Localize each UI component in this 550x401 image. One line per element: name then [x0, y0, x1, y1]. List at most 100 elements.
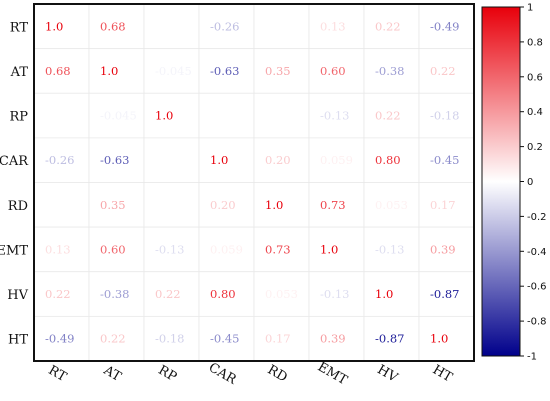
cell-value-car-hv: 0.80	[375, 153, 401, 167]
cell-value-emt-hv: -0.13	[375, 242, 405, 256]
column-labels: RT AT RP CAR RD EMT HV HT	[46, 360, 455, 389]
heatmap-cell-rt-at	[88, 3, 145, 50]
heatmap-cell-car-hv	[363, 137, 420, 183]
heatmap-cell-hv-hv	[363, 271, 420, 317]
heatmap-cell-emt-hv	[363, 226, 420, 273]
cell-value-rt-ht: -0.49	[430, 19, 460, 33]
cell-value-rt-rt: 1.0	[45, 19, 63, 33]
cell-value-car-ht: -0.45	[430, 153, 460, 167]
colorbar-tick-label: 1	[527, 3, 533, 14]
cell-value-ht-at: 0.22	[100, 332, 126, 346]
row-label-emt: EMT	[0, 243, 28, 258]
heatmap-cell-rd-car	[198, 182, 255, 228]
column-label-rd: RD	[265, 362, 290, 385]
cell-value-hv-rp: 0.22	[155, 287, 181, 301]
cell-value-hv-ht: -0.87	[430, 287, 460, 301]
row-labels: RT AT RP CAR RD EMT HV HT	[0, 20, 29, 347]
row-label-rd: RD	[8, 199, 28, 214]
colorbar-tick-label: 0.4	[527, 107, 543, 118]
colorbar-tick-label: -0.6	[527, 282, 547, 293]
heatmap-cell-rp-hv	[363, 92, 420, 139]
heatmap-cell-ht-rt	[33, 315, 90, 362]
cell-value-rp-rp: 1.0	[155, 109, 173, 123]
cell-value-rd-at: 0.35	[100, 198, 126, 212]
row-label-hv: HV	[7, 288, 28, 303]
heatmap-cell-rd-hv	[363, 182, 420, 228]
cell-value-hv-hv: 1.0	[375, 287, 393, 301]
heatmap-cell-ht-ht	[418, 315, 475, 362]
cell-value-rd-ht: 0.17	[430, 198, 456, 212]
heatmap-cell-at-car	[198, 48, 255, 94]
heatmap-cell-car-rt	[33, 137, 90, 183]
heatmap-cell-hv-rd	[253, 271, 310, 317]
heatmap-cell-rd-rt	[33, 182, 90, 228]
colorbar-tick-label: 0	[527, 177, 533, 188]
cell-value-rp-at: -0.045	[100, 109, 137, 123]
heatmap-cell-rp-rt	[33, 92, 90, 139]
colorbar-tick-label: 0.8	[527, 37, 543, 48]
cell-value-at-rp: -0.045	[155, 64, 192, 78]
heatmap-cell-hv-ht	[418, 271, 475, 317]
colorbar-tick-label: -0.2	[527, 212, 547, 223]
heatmap-cell-car-at	[88, 137, 145, 183]
cell-value-ht-hv: -0.87	[375, 332, 405, 346]
row-label-rp: RP	[9, 110, 28, 125]
cell-value-car-car: 1.0	[210, 153, 228, 167]
cell-value-rt-emt: 0.13	[320, 19, 346, 33]
heatmap-cell-at-at	[88, 48, 145, 94]
cell-value-emt-emt: 1.0	[320, 242, 338, 256]
heatmap-cell-hv-rp	[143, 271, 200, 317]
cell-value-ht-rt: -0.49	[45, 332, 75, 346]
heatmap-cell-hv-at	[88, 271, 145, 317]
cell-value-hv-rt: 0.22	[45, 287, 71, 301]
column-label-car: CAR	[206, 360, 240, 388]
heatmap-cell-rt-rd	[253, 3, 310, 50]
heatmap-cell-ht-rp	[143, 315, 200, 362]
colorbar	[481, 6, 521, 357]
column-label-rt: RT	[46, 363, 70, 385]
heatmap-cell-hv-emt	[308, 271, 365, 317]
row-label-rt: RT	[10, 20, 29, 35]
cell-value-car-emt: 0.059	[320, 153, 353, 167]
heatmap-cell-labels: 1.0 0.68 -0.26 0.13 0.22 -0.49 0.68 1.0 -0.045 -0…	[45, 19, 460, 345]
cell-value-rp-hv: 0.22	[375, 109, 401, 123]
cell-value-rd-car: 0.20	[210, 198, 236, 212]
heatmap-cell-rp-emt	[308, 92, 365, 139]
cell-value-at-at: 1.0	[100, 64, 118, 78]
heatmap-cell-ht-rd	[253, 315, 310, 362]
heatmap-cell-rt-ht	[418, 3, 475, 50]
cell-value-ht-emt: 0.39	[320, 332, 346, 346]
cell-value-rd-emt: 0.73	[320, 198, 346, 212]
cell-value-hv-at: -0.38	[100, 287, 130, 301]
cell-value-at-rt: 0.68	[45, 64, 71, 78]
cell-value-hv-rd: 0.053	[265, 287, 298, 301]
cell-value-rd-hv: 0.053	[375, 198, 408, 212]
column-label-at: AT	[100, 363, 124, 385]
cell-value-ht-rp: -0.18	[155, 332, 185, 346]
colorbar-tick-label: -0.8	[527, 317, 547, 328]
heatmap-cell-rp-ht	[418, 92, 475, 139]
row-label-car: CAR	[0, 154, 29, 169]
cell-value-at-rd: 0.35	[265, 64, 291, 78]
heatmap-cell-ht-hv	[363, 315, 420, 362]
heatmap-cell-emt-rd	[253, 226, 310, 273]
cell-value-rt-at: 0.68	[100, 19, 126, 33]
cell-value-rt-car: -0.26	[210, 19, 240, 33]
heatmap-cell-rd-rp	[143, 182, 200, 228]
cell-value-emt-car: 0.059	[210, 242, 243, 256]
column-label-hv: HV	[375, 362, 401, 386]
cell-value-at-car: -0.63	[210, 64, 240, 78]
colorbar-tick-label: -1	[527, 352, 537, 363]
heatmap-cell-rp-rd	[253, 92, 310, 139]
heatmap-cell-ht-at	[88, 315, 145, 362]
heatmap-cell-rd-rd	[253, 182, 310, 228]
cell-value-rp-emt: -0.13	[320, 109, 350, 123]
cell-value-emt-rt: 0.13	[45, 242, 71, 256]
cell-value-ht-car: -0.45	[210, 332, 240, 346]
colorbar-tick-label: 0.2	[527, 142, 543, 153]
cell-value-emt-rd: 0.73	[265, 242, 291, 256]
cell-value-hv-emt: -0.13	[320, 287, 350, 301]
column-label-emt: EMT	[315, 360, 350, 389]
cell-value-rp-ht: -0.18	[430, 109, 460, 123]
